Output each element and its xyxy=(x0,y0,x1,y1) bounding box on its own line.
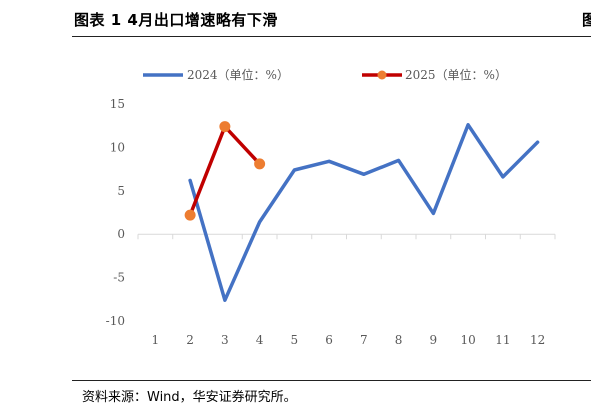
x-axis: 1 2 3 4 5 6 7 8 9 10 11 12 xyxy=(137,233,556,347)
bottom-rule xyxy=(72,380,591,381)
chart-title: 图表 1 4月出口增速略有下滑 xyxy=(74,11,278,29)
series-2-point xyxy=(219,121,231,133)
y-tick-label: 5 xyxy=(117,184,125,198)
series-line-2 xyxy=(188,124,262,217)
x-tick-label: 12 xyxy=(530,333,545,347)
legend-label-1: 2024（单位：%） xyxy=(187,67,289,82)
source-note: 资料来源：Wind，华安证券研究所。 xyxy=(82,390,297,405)
clipped-title-glyph: 图 xyxy=(582,11,591,29)
x-tick-label: 7 xyxy=(360,333,368,347)
x-tick-label: 2 xyxy=(186,333,194,347)
series-line-1 xyxy=(188,123,540,302)
y-tick-label: 15 xyxy=(110,97,125,111)
y-axis: -10 -5 0 5 10 15 xyxy=(106,97,125,328)
x-tick-label: 4 xyxy=(256,333,264,347)
x-tick-label: 5 xyxy=(291,333,299,347)
legend: 2024（单位：%） 2025（单位：%） xyxy=(143,67,507,82)
y-tick-label: 10 xyxy=(110,140,125,154)
legend-marker-2 xyxy=(377,70,387,80)
x-tick-label: 6 xyxy=(325,333,333,347)
x-tick-label: 1 xyxy=(152,333,160,347)
y-tick-label: -5 xyxy=(113,271,125,285)
y-tick-label: -10 xyxy=(106,314,125,328)
series-2-point xyxy=(184,209,196,221)
x-tick-label: 9 xyxy=(430,333,438,347)
series-2-point xyxy=(254,158,266,170)
legend-label-2: 2025（单位：%） xyxy=(405,67,507,82)
x-tick-label: 3 xyxy=(221,333,229,347)
x-tick-label: 8 xyxy=(395,333,403,347)
top-rule xyxy=(72,36,591,37)
series-layer xyxy=(184,121,540,302)
x-tick-label: 11 xyxy=(495,333,510,347)
y-tick-label: 0 xyxy=(117,227,125,241)
x-tick-label: 10 xyxy=(460,333,475,347)
